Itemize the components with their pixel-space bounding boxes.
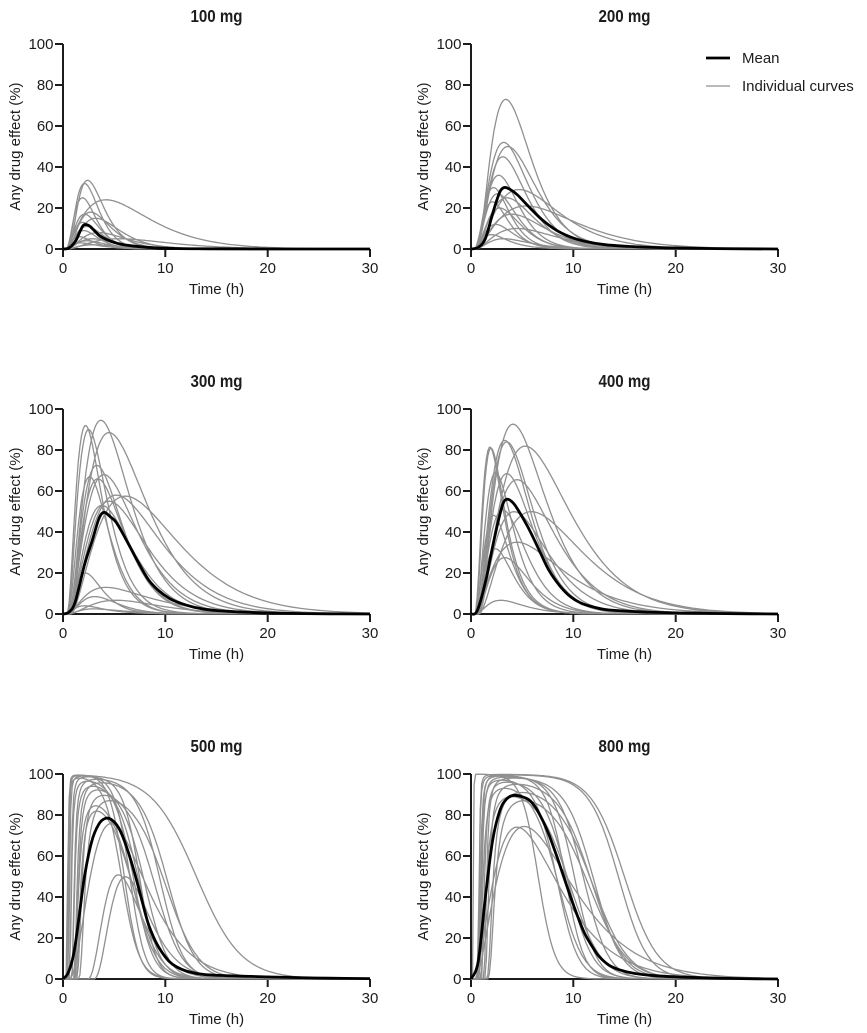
svg-text:10: 10 (565, 625, 582, 642)
svg-text:400 mg: 400 mg (599, 371, 651, 391)
svg-text:100: 100 (28, 36, 53, 53)
svg-text:Time (h): Time (h) (597, 646, 652, 663)
svg-text:20: 20 (445, 565, 462, 582)
svg-text:40: 40 (445, 524, 462, 541)
svg-text:40: 40 (445, 889, 462, 906)
svg-text:0: 0 (45, 606, 53, 623)
svg-text:30: 30 (770, 625, 787, 642)
svg-text:10: 10 (565, 260, 582, 277)
svg-text:30: 30 (362, 990, 379, 1007)
svg-text:20: 20 (667, 625, 684, 642)
svg-text:60: 60 (445, 483, 462, 500)
svg-text:30: 30 (362, 625, 379, 642)
svg-text:60: 60 (37, 483, 54, 500)
svg-text:80: 80 (445, 442, 462, 459)
svg-text:30: 30 (770, 260, 787, 277)
svg-text:60: 60 (445, 118, 462, 135)
svg-text:100 mg: 100 mg (191, 6, 243, 26)
svg-text:0: 0 (467, 260, 475, 277)
svg-text:20: 20 (259, 990, 276, 1007)
svg-text:Mean: Mean (742, 50, 780, 67)
svg-text:40: 40 (445, 159, 462, 176)
svg-text:Time (h): Time (h) (189, 646, 244, 663)
svg-text:Any drug effect (%): Any drug effect (%) (7, 812, 24, 940)
svg-text:10: 10 (157, 260, 174, 277)
svg-text:40: 40 (37, 889, 54, 906)
svg-text:0: 0 (453, 241, 461, 258)
svg-text:30: 30 (770, 990, 787, 1007)
svg-text:20: 20 (37, 930, 54, 947)
svg-text:0: 0 (59, 625, 67, 642)
svg-text:100: 100 (28, 766, 53, 783)
svg-text:30: 30 (362, 260, 379, 277)
svg-text:20: 20 (259, 260, 276, 277)
svg-text:Any drug effect (%): Any drug effect (%) (7, 447, 24, 575)
svg-text:40: 40 (37, 524, 54, 541)
svg-text:0: 0 (467, 990, 475, 1007)
svg-text:80: 80 (37, 807, 54, 824)
svg-text:10: 10 (157, 990, 174, 1007)
svg-text:Any drug effect (%): Any drug effect (%) (415, 82, 432, 210)
svg-text:Time (h): Time (h) (189, 1011, 244, 1028)
svg-text:0: 0 (453, 971, 461, 988)
svg-text:100: 100 (436, 36, 461, 53)
svg-text:100: 100 (436, 401, 461, 418)
svg-text:60: 60 (37, 118, 54, 135)
svg-text:40: 40 (37, 159, 54, 176)
svg-text:Time (h): Time (h) (597, 1011, 652, 1028)
svg-text:300 mg: 300 mg (191, 371, 243, 391)
svg-text:10: 10 (565, 990, 582, 1007)
svg-text:Individual curves: Individual curves (742, 78, 854, 95)
svg-text:20: 20 (445, 930, 462, 947)
svg-text:100: 100 (436, 766, 461, 783)
svg-text:80: 80 (445, 77, 462, 94)
svg-text:20: 20 (667, 990, 684, 1007)
svg-text:500 mg: 500 mg (191, 736, 243, 756)
svg-text:Any drug effect (%): Any drug effect (%) (415, 812, 432, 940)
svg-text:80: 80 (445, 807, 462, 824)
svg-text:100: 100 (28, 401, 53, 418)
svg-text:20: 20 (445, 200, 462, 217)
svg-text:20: 20 (37, 200, 54, 217)
svg-text:Any drug effect (%): Any drug effect (%) (7, 82, 24, 210)
svg-text:800 mg: 800 mg (599, 736, 651, 756)
svg-text:0: 0 (453, 606, 461, 623)
svg-text:10: 10 (157, 625, 174, 642)
svg-text:80: 80 (37, 442, 54, 459)
svg-text:0: 0 (45, 241, 53, 258)
svg-text:0: 0 (467, 625, 475, 642)
svg-text:Any drug effect (%): Any drug effect (%) (415, 447, 432, 575)
svg-text:0: 0 (45, 971, 53, 988)
svg-text:20: 20 (667, 260, 684, 277)
svg-text:20: 20 (259, 625, 276, 642)
svg-text:60: 60 (445, 848, 462, 865)
svg-text:Time (h): Time (h) (597, 281, 652, 298)
svg-text:60: 60 (37, 848, 54, 865)
svg-text:80: 80 (37, 77, 54, 94)
svg-text:0: 0 (59, 260, 67, 277)
svg-text:Time (h): Time (h) (189, 281, 244, 298)
svg-text:200 mg: 200 mg (599, 6, 651, 26)
svg-text:0: 0 (59, 990, 67, 1007)
svg-text:20: 20 (37, 565, 54, 582)
